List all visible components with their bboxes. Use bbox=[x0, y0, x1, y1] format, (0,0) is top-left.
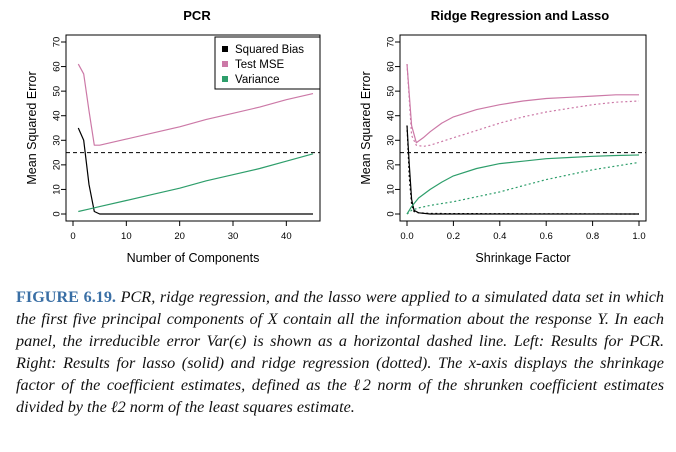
plot-frame bbox=[65, 34, 321, 222]
caption-text: PCR, ridge regression, and the lasso wer… bbox=[16, 288, 664, 416]
series-line-lasso-variance bbox=[406, 154, 640, 215]
y-tick-label: 0 bbox=[52, 211, 63, 216]
y-tick-label: 60 bbox=[52, 61, 63, 72]
legend-swatch bbox=[222, 61, 228, 67]
x-tick-label: 40 bbox=[281, 231, 292, 242]
series-line-ridge-squared-bias bbox=[406, 125, 640, 215]
chart-title: PCR bbox=[183, 8, 211, 23]
y-tick-label: 30 bbox=[386, 135, 397, 146]
x-tick-label: 0.4 bbox=[493, 231, 506, 242]
y-axis-label: Mean Squared Error bbox=[359, 71, 373, 184]
y-tick-label: 10 bbox=[386, 184, 397, 195]
ridge-lasso-panel: Ridge Regression and Lasso 0.0 0.2 0.4 0.6 0.… bbox=[359, 8, 647, 265]
y-tick-label: 20 bbox=[386, 160, 397, 171]
series-line-lasso-test-mse bbox=[406, 64, 639, 144]
y-tick-label: 40 bbox=[386, 110, 397, 121]
legend-entry: Variance bbox=[235, 74, 280, 86]
y-tick-label: 30 bbox=[52, 135, 63, 146]
y-tick-label: 50 bbox=[52, 86, 63, 97]
legend-entry: Test MSE bbox=[235, 59, 285, 71]
figure-label: FIGURE 6.19. bbox=[16, 288, 116, 306]
x-tick-label: 0.0 bbox=[400, 231, 413, 242]
y-axis-label: Mean Squared Error bbox=[25, 71, 39, 184]
x-tick-label: 0.2 bbox=[447, 231, 460, 242]
figure-caption: FIGURE 6.19. PCR, ridge regression, and … bbox=[16, 286, 664, 418]
x-tick-label: 1.0 bbox=[632, 231, 645, 242]
x-tick-label: 0 bbox=[70, 231, 75, 242]
legend-box bbox=[214, 36, 321, 90]
legend-swatch bbox=[222, 46, 228, 52]
series-line-variance bbox=[78, 153, 314, 213]
y-tick-label: 20 bbox=[52, 160, 63, 171]
y-tick-label: 0 bbox=[386, 211, 397, 216]
series-line-test-mse bbox=[77, 63, 314, 146]
series-line-ridge-test-mse bbox=[406, 64, 640, 147]
x-axis-label: Number of Components bbox=[127, 251, 260, 265]
legend-swatch bbox=[222, 76, 228, 82]
y-tick-label: 60 bbox=[386, 61, 397, 72]
x-tick-label: 0.6 bbox=[540, 231, 553, 242]
series-line-ridge-variance bbox=[406, 161, 640, 215]
y-tick-label: 40 bbox=[52, 110, 63, 121]
series-line-lasso-squared-bias bbox=[406, 125, 639, 215]
legend-entry: Squared Bias bbox=[235, 44, 304, 56]
x-tick-label: 30 bbox=[228, 231, 239, 242]
x-tick-label: 10 bbox=[121, 231, 132, 242]
y-tick-label: 70 bbox=[386, 37, 397, 48]
legend: Squared Bias Test MSE Variance bbox=[214, 36, 321, 90]
y-tick-label: 70 bbox=[52, 37, 63, 48]
series-line-squared-bias bbox=[77, 127, 313, 215]
x-tick-label: 20 bbox=[174, 231, 185, 242]
plot-frame bbox=[399, 34, 647, 222]
pcr-panel: PCR 0 10 20 30 40 0 10 20 30 40 50 60 70 Number of Com… bbox=[25, 8, 321, 265]
chart-title: Ridge Regression and Lasso bbox=[431, 8, 609, 23]
figure-charts: PCR 0 10 20 30 40 0 10 20 30 40 50 60 70 Number of Com… bbox=[25, 8, 647, 265]
x-tick-label: 0.8 bbox=[586, 231, 599, 242]
y-tick-label: 50 bbox=[386, 86, 397, 97]
y-tick-label: 10 bbox=[52, 184, 63, 195]
x-axis-label: Shrinkage Factor bbox=[475, 251, 570, 265]
